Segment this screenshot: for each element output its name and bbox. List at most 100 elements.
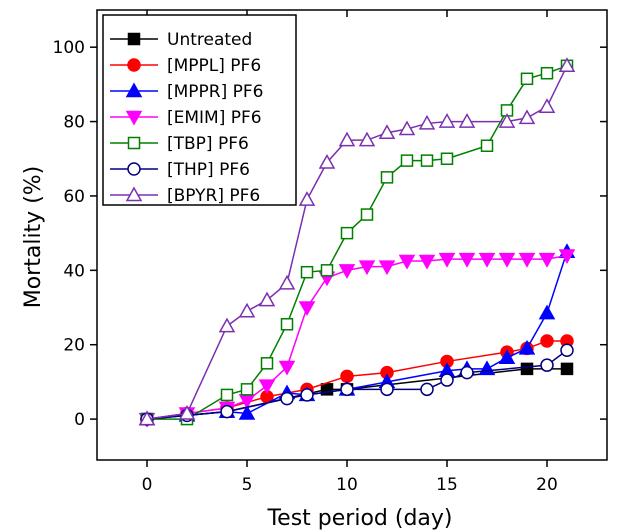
y-tick-label: 80	[63, 113, 85, 133]
legend-label: Untreated	[167, 30, 252, 50]
x-tick-label: 10	[336, 475, 358, 495]
data-point	[318, 153, 336, 169]
data-point	[258, 291, 276, 307]
series-2	[138, 243, 576, 426]
data-point	[138, 410, 156, 426]
series-layer	[138, 57, 576, 428]
data-point	[400, 154, 414, 167]
x-tick-label: 0	[142, 475, 153, 495]
data-point	[220, 388, 234, 402]
plot-frame	[96, 9, 608, 461]
data-point	[260, 357, 274, 370]
series-3	[138, 249, 576, 428]
data-point	[398, 254, 416, 270]
x-tick-label: 5	[242, 475, 253, 495]
legend-entry: [MPPL] PF6	[110, 56, 261, 76]
data-point	[420, 154, 434, 167]
legend-marker	[125, 186, 143, 202]
data-point	[380, 382, 394, 397]
data-point	[558, 57, 576, 73]
legend-entry: [BPYR] PF6	[110, 186, 260, 206]
data-point	[458, 252, 476, 268]
data-point	[280, 391, 294, 406]
legend-marker	[127, 162, 141, 176]
data-point	[558, 249, 576, 264]
legend-label: [MPPR] PF6	[167, 82, 264, 102]
data-point	[278, 360, 296, 376]
data-point	[420, 382, 434, 397]
legend-marker	[125, 82, 143, 98]
x-tick-label: 15	[436, 475, 458, 495]
data-point	[338, 131, 356, 147]
data-point	[398, 120, 416, 136]
legend: Untreated [MPPL] PF6 [MPPR] PF6 [EMIM] PF6 […	[102, 14, 297, 206]
legend-label: [MPPL] PF6	[167, 56, 261, 76]
legend-marker	[127, 32, 141, 46]
data-point	[280, 318, 294, 331]
data-point	[418, 254, 436, 270]
data-point	[480, 139, 494, 152]
data-point	[538, 98, 556, 113]
data-point	[358, 131, 376, 147]
series-line	[146, 254, 568, 420]
data-point	[278, 274, 296, 290]
legend-marker	[127, 136, 141, 150]
data-point	[298, 301, 316, 317]
legend-entry: [TBP] PF6	[110, 134, 249, 154]
axis-ticks: 0 5 10 15 20 0 20 40 60 80 100	[53, 10, 607, 495]
y-axis-title: Mortality (%)	[21, 166, 46, 309]
data-point	[258, 379, 276, 395]
legend-entry: [MPPR] PF6	[110, 82, 264, 102]
data-point	[238, 404, 256, 420]
data-point	[438, 113, 456, 128]
data-point	[218, 317, 236, 333]
data-point	[300, 388, 314, 402]
data-point	[458, 113, 476, 128]
data-point	[498, 349, 516, 364]
data-point	[538, 304, 556, 320]
data-point	[520, 72, 534, 86]
data-point	[300, 265, 314, 279]
data-point	[520, 362, 534, 376]
data-point	[518, 109, 536, 125]
legend-marker	[125, 110, 143, 126]
data-point	[340, 382, 354, 397]
data-point	[358, 260, 376, 276]
data-point	[380, 171, 394, 184]
data-point	[378, 124, 396, 139]
data-point	[540, 358, 554, 372]
data-point	[298, 191, 316, 206]
series-line	[146, 251, 568, 420]
legend-label: [BPYR] PF6	[167, 186, 260, 206]
data-point	[478, 252, 496, 268]
legend-label: [THP] PF6	[167, 160, 250, 180]
y-tick-label: 0	[74, 410, 85, 430]
legend-label: [EMIM] PF6	[167, 108, 262, 128]
data-point	[460, 365, 474, 380]
data-point	[560, 343, 574, 358]
data-point	[240, 383, 254, 396]
series-line	[146, 368, 567, 420]
data-point	[560, 362, 574, 376]
x-tick-label: 20	[536, 475, 558, 495]
series-6	[138, 57, 576, 426]
data-point	[338, 264, 356, 279]
data-point	[440, 152, 454, 166]
legend-label: [TBP] PF6	[167, 134, 249, 154]
data-point	[340, 369, 354, 384]
data-point	[498, 113, 516, 128]
data-point	[220, 404, 234, 419]
data-point	[320, 264, 334, 277]
data-point	[540, 66, 554, 80]
data-point	[538, 252, 556, 268]
data-point	[440, 373, 454, 387]
data-point	[320, 383, 334, 396]
legend-marker	[127, 58, 141, 72]
data-point	[498, 252, 516, 268]
x-axis-title: Test period (day)	[266, 506, 452, 531]
y-tick-label: 60	[63, 187, 85, 207]
data-point	[360, 208, 374, 221]
data-point	[378, 260, 396, 276]
legend-entry: [THP] PF6	[110, 160, 250, 180]
